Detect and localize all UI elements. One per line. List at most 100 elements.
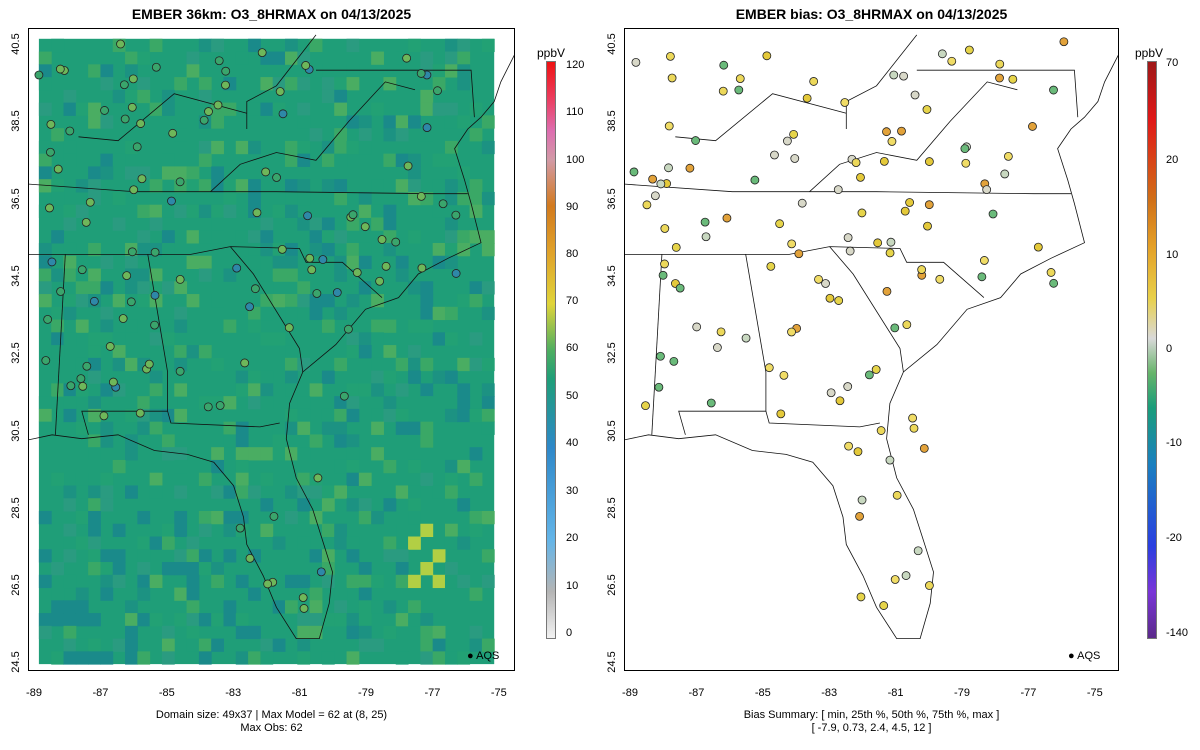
model-cell [112,294,126,308]
model-cell [346,115,360,129]
model-cell [112,345,126,359]
model-cell [186,613,200,627]
model-cell [223,549,237,563]
model-cell [285,485,298,499]
model-cell [125,357,138,372]
y-tick-label: 32.5 [606,342,618,364]
aqs-site-marker [298,593,308,603]
model-cell [383,536,397,550]
y-tick-label: 36.5 [606,187,618,210]
model-cell [371,408,384,423]
aqs-bias-marker [1049,85,1058,95]
model-cell [235,242,249,257]
aqs-site-marker [118,314,128,323]
aqs-bias-marker [718,86,728,96]
state-boundary [678,254,767,435]
right-legend-label: AQS [1077,650,1101,662]
model-cell [100,64,114,78]
model-cell [383,153,397,167]
aqs-bias-marker [734,85,744,95]
model-cell [51,651,65,665]
model-cell [297,472,311,486]
state-boundary [229,246,304,373]
model-cell [371,102,384,116]
model-cell [469,510,483,525]
aqs-bias-marker [735,74,745,84]
aqs-bias-marker [995,73,1004,83]
state-boundary [829,246,904,373]
model-cell [334,102,348,116]
model-cell [100,306,114,321]
model-cell [309,128,323,142]
y-tick-label: 34.5 [606,265,618,287]
aqs-site-marker [85,197,95,207]
aqs-bias-marker [902,320,912,330]
model-cell [481,306,495,321]
aqs-site-marker [245,302,254,312]
model-cell [161,89,175,104]
aqs-bias-marker [666,51,675,61]
aqs-bias-marker [671,242,681,252]
model-cell [38,294,52,308]
aqs-site-marker [108,377,118,387]
aqs-site-marker [56,287,66,296]
model-cell [457,536,471,550]
aqs-site-marker [213,100,223,110]
aqs-bias-marker [1049,278,1059,288]
aqs-site-marker [167,196,176,206]
model-cell [285,77,298,91]
model-cell [272,332,286,346]
model-cell [248,625,261,640]
model-cell [457,498,471,512]
aqs-site-marker [78,381,88,391]
model-cell [174,345,188,359]
aqs-site-marker [53,164,63,174]
model-cell [432,306,446,321]
y-tick-label: 28.5 [606,497,618,519]
model-cell [174,562,188,576]
right-map-frame: ● AQS [624,28,1119,671]
model-cell [395,549,409,563]
model-cell [420,383,434,397]
aqs-bias-marker [660,224,670,233]
model-cell [346,472,360,486]
model-cell [457,651,471,665]
model-cell [371,510,384,525]
model-cell [149,370,163,384]
aqs-bias-marker [988,209,998,219]
model-cell [235,485,249,499]
aqs-site-marker [299,604,309,613]
aqs-site-marker [136,119,146,128]
model-cell [63,523,77,538]
model-cell [358,242,372,257]
colorbar-tick-label: 100 [566,154,585,166]
aqs-bias-marker [909,423,919,433]
model-cell [260,77,274,91]
model-cell [395,472,409,486]
model-cell [186,562,200,576]
aqs-bias-marker [1003,151,1013,161]
model-cell [198,523,212,538]
model-cell [100,651,114,665]
model-cell [88,242,101,257]
aqs-site-marker [46,119,56,129]
model-cell [198,651,212,665]
aqs-site-marker [303,211,313,221]
model-cell [297,408,311,423]
model-cell [248,383,261,397]
model-cell [63,498,77,512]
model-cell [321,421,335,435]
model-cell [161,638,175,652]
left-legend: ● AQS [467,650,499,662]
model-cell [75,319,89,333]
model-cell [186,204,200,218]
model-cell [358,128,372,142]
model-cell [420,396,434,410]
left-legend-label: AQS [476,650,500,662]
model-cell [420,281,434,295]
model-cell [432,370,446,384]
model-cell [75,613,89,627]
model-cell [432,638,446,652]
model-cell [297,191,311,206]
model-cell [334,89,348,104]
